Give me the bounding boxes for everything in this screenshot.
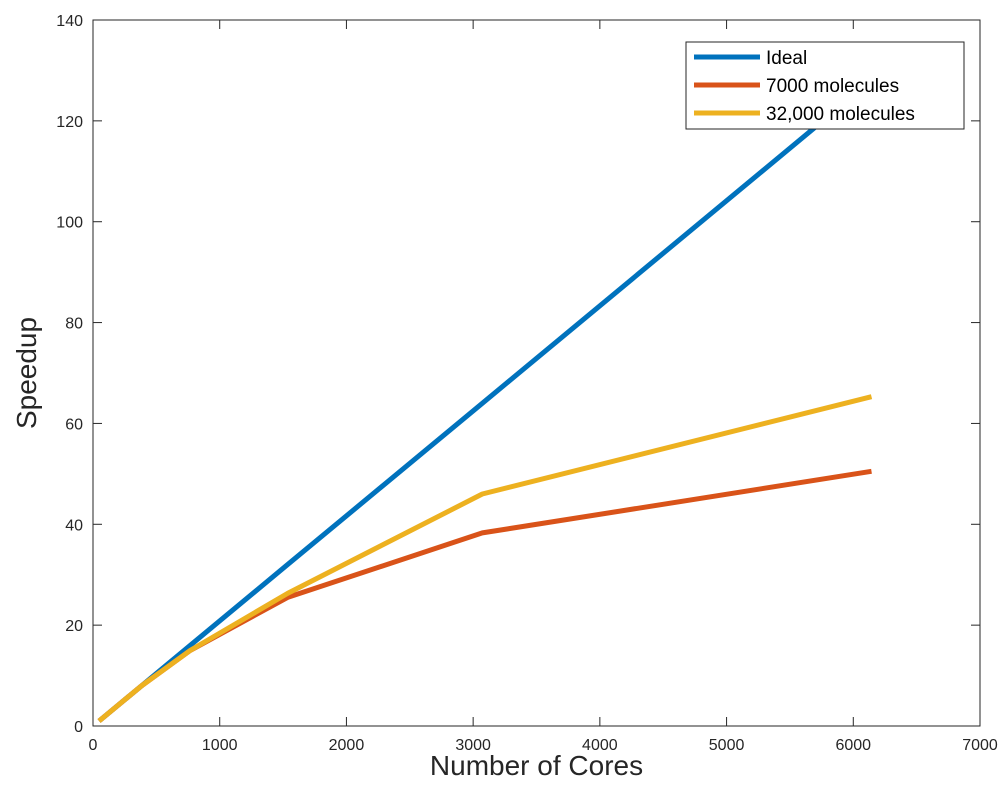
x-axis-title: Number of Cores: [430, 750, 643, 781]
x-tick-label: 1000: [202, 737, 238, 754]
plot-frame: [92, 19, 981, 727]
y-tick-label: 60: [65, 416, 83, 433]
series-layer: [97, 78, 874, 723]
y-axis-title: Speedup: [11, 317, 42, 429]
x-tick-label: 5000: [709, 737, 745, 754]
legend-label-2: 32,000 molecules: [766, 104, 915, 125]
series-line-0: [97, 78, 874, 723]
y-tick-label: 100: [56, 215, 83, 232]
x-tick-label: 7000: [962, 737, 998, 754]
y-tick-label: 40: [65, 517, 83, 534]
x-tick-label: 0: [89, 737, 98, 754]
x-tick-label: 6000: [835, 737, 871, 754]
legend-label-0: Ideal: [766, 48, 807, 69]
y-tick-label: 20: [65, 618, 83, 635]
legend-label-1: 7000 molecules: [766, 76, 899, 97]
x-tick-label: 3000: [455, 737, 491, 754]
y-tick-label: 80: [65, 316, 83, 333]
y-tick-label: 120: [56, 114, 83, 131]
legend: Ideal 7000 molecules 32,000 molecules: [685, 41, 965, 130]
series-line-2: [97, 394, 873, 723]
y-tick-label: 0: [74, 719, 83, 736]
series-line-1: [97, 468, 872, 723]
y-tick-label: 140: [56, 13, 83, 30]
tick-labels-layer: 0 1000 2000 3000 4000 5000 6000 7000 0 20 40 60 80 10…: [56, 13, 998, 754]
x-tick-label: 2000: [329, 737, 365, 754]
x-tick-label: 4000: [582, 737, 618, 754]
